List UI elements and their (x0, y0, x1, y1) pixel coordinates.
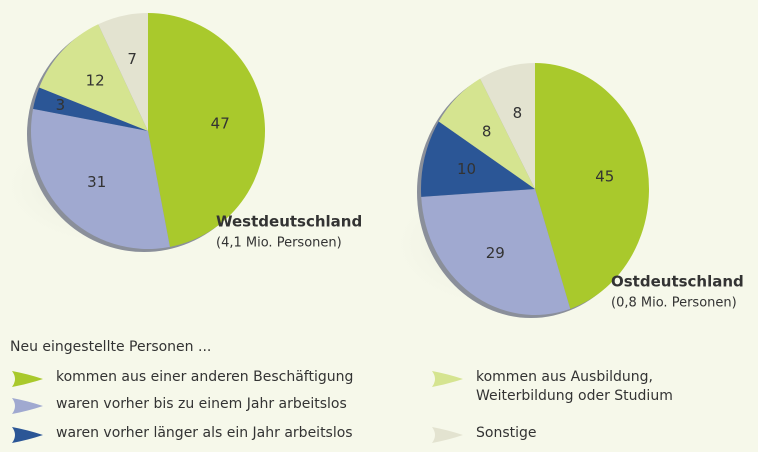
slice-label: 12 (86, 71, 105, 89)
legend-icon (432, 427, 463, 443)
slice-label: 7 (127, 50, 137, 68)
legend-icon (12, 398, 43, 414)
charts: 47 31 3 12 7 Westdeutschland (4,1 Mio. Persone… (0, 13, 744, 318)
pie-title: Ostdeutschland (611, 273, 744, 291)
legend-icon (12, 427, 43, 443)
pie-slice (420, 121, 535, 197)
pie-slice (421, 189, 571, 315)
legend-item: Sonstige (430, 424, 537, 444)
legend-icon (432, 371, 463, 387)
pie-slice (33, 87, 149, 131)
slice-label: 29 (486, 244, 505, 262)
pie-slice (480, 63, 535, 189)
legend-item: waren vorher bis zu einem Jahr arbeitslo… (10, 395, 347, 415)
pie-slice (438, 78, 535, 189)
slice-label: 10 (457, 160, 476, 178)
legend-label: waren vorher bis zu einem Jahr arbeitslo… (56, 396, 347, 412)
slice-label: 47 (211, 115, 230, 133)
pie-slice (98, 13, 148, 131)
legend-swatch (12, 427, 43, 443)
pie-slice (535, 63, 650, 309)
legend-swatch (12, 398, 43, 414)
legend-item: waren vorher länger als ein Jahr arbeits… (10, 424, 353, 444)
legend-item: kommen aus einer anderen Beschäftigung (10, 368, 353, 388)
legend-label: Sonstige (476, 425, 537, 441)
slice-label: 8 (482, 123, 492, 141)
pie-title: Westdeutschland (216, 213, 362, 231)
legend-icon (12, 371, 43, 387)
pie-slice (39, 24, 148, 131)
slice-label: 3 (56, 96, 66, 114)
pie-subtitle: (4,1 Mio. Personen) (216, 236, 342, 251)
pie-slice (148, 13, 266, 247)
pie-slice (30, 108, 170, 249)
slice-label: 8 (513, 104, 523, 122)
legend-label: kommen aus einer anderen Beschäftigung (56, 369, 354, 385)
legend-swatch (432, 371, 463, 387)
legend-swatch (432, 427, 463, 443)
legend-label: waren vorher länger als ein Jahr arbeits… (56, 425, 353, 441)
legend-item: kommen aus Ausbildung, Weiterbildung ode… (430, 368, 730, 406)
slice-label: 45 (595, 167, 614, 185)
legend-label: kommen aus Ausbildung, Weiterbildung ode… (476, 369, 673, 404)
slice-label: 31 (87, 173, 106, 191)
legend-swatch (12, 371, 43, 387)
pie-subtitle: (0,8 Mio. Personen) (611, 296, 737, 311)
legend-title: Neu eingestellte Personen ... (10, 339, 212, 355)
